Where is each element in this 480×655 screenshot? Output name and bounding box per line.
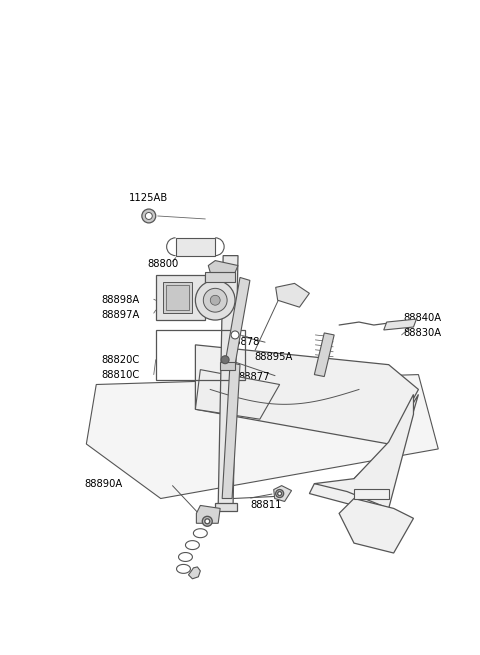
Polygon shape: [339, 498, 413, 553]
Text: 88897A: 88897A: [101, 310, 140, 320]
Polygon shape: [196, 506, 220, 523]
Circle shape: [204, 288, 227, 312]
Text: 88877: 88877: [238, 371, 269, 382]
Bar: [156, 330, 245, 379]
Circle shape: [210, 295, 220, 305]
Text: 88898A: 88898A: [101, 295, 140, 305]
Text: 88830A: 88830A: [404, 328, 442, 338]
Text: 88890A: 88890A: [84, 479, 122, 489]
Circle shape: [276, 489, 284, 498]
Polygon shape: [274, 485, 291, 502]
Text: 1125AB: 1125AB: [129, 193, 168, 203]
Text: 88840A: 88840A: [404, 313, 442, 323]
Bar: [205, 272, 235, 282]
Bar: [166, 286, 190, 310]
Circle shape: [145, 212, 152, 219]
Text: 88878: 88878: [228, 337, 260, 347]
Circle shape: [195, 280, 235, 320]
Bar: [215, 504, 237, 512]
Polygon shape: [384, 319, 417, 330]
Polygon shape: [314, 333, 334, 377]
Bar: [176, 238, 215, 255]
Bar: [220, 362, 235, 369]
Text: 88811: 88811: [250, 500, 281, 510]
Polygon shape: [314, 394, 413, 508]
Polygon shape: [218, 255, 238, 506]
Polygon shape: [222, 363, 240, 498]
Circle shape: [221, 356, 229, 364]
Text: 88820C: 88820C: [101, 355, 140, 365]
Polygon shape: [225, 278, 250, 365]
Polygon shape: [86, 375, 438, 498]
Circle shape: [142, 209, 156, 223]
Circle shape: [205, 519, 210, 524]
Bar: [354, 489, 389, 498]
Circle shape: [203, 516, 212, 526]
Circle shape: [277, 491, 282, 496]
Text: 88810C: 88810C: [101, 369, 140, 380]
Polygon shape: [195, 369, 280, 419]
Bar: [163, 282, 192, 313]
Polygon shape: [310, 394, 419, 514]
Polygon shape: [208, 261, 238, 272]
Bar: [156, 276, 205, 320]
Text: 88800: 88800: [148, 259, 179, 269]
Text: 88895A: 88895A: [255, 352, 293, 362]
Polygon shape: [276, 284, 310, 307]
Polygon shape: [195, 345, 419, 444]
Circle shape: [231, 331, 239, 339]
Polygon shape: [189, 567, 200, 579]
